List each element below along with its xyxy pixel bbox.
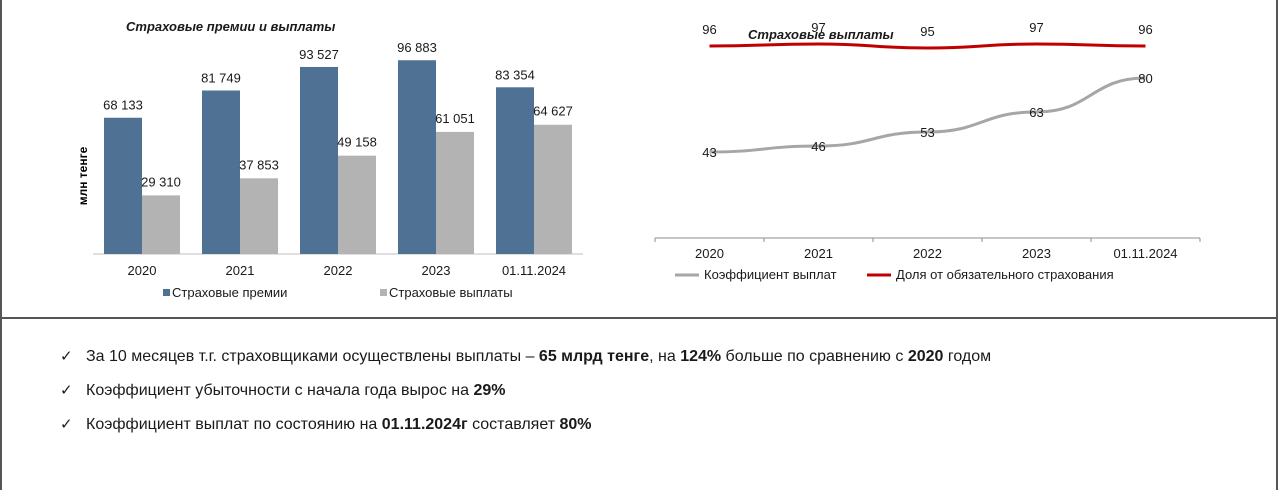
series-line-payout-ratio — [709, 76, 1146, 154]
y-axis-label: млн тенге — [76, 146, 90, 205]
x-tick-label: 2021 — [226, 263, 255, 278]
check-icon: ✓ — [60, 382, 73, 399]
legend-label: Страховые премии — [172, 285, 287, 300]
bar-chart-title: Страховые премии и выплаты — [126, 19, 336, 34]
data-label: 49 158 — [337, 135, 377, 150]
check-icon: ✓ — [60, 416, 73, 433]
line-chart-title: Страховые выплаты — [748, 27, 894, 42]
data-label: 96 883 — [397, 40, 437, 55]
x-tick-label: 2022 — [913, 246, 942, 261]
bar-premiums — [202, 90, 240, 254]
x-tick-label: 2020 — [128, 263, 157, 278]
data-label: 96 — [702, 22, 716, 37]
x-tick-label: 2023 — [422, 263, 451, 278]
notes-panel — [0, 319, 1278, 490]
note-item: ✓ За 10 месяцев т.г. страховщиками осущес… — [60, 346, 991, 380]
bar-chart: млн тенге 68 133 29 310 2020 81 749 37 853 20… — [76, 40, 583, 300]
legend-swatch — [380, 289, 387, 296]
data-label: 95 — [920, 24, 934, 39]
x-tick-label: 2020 — [695, 246, 724, 261]
bar-premiums — [300, 66, 338, 254]
x-tick-label: 2023 — [1022, 246, 1051, 261]
data-label: 97 — [811, 20, 825, 35]
data-label: 68 133 — [103, 98, 143, 113]
notes-list: ✓ За 10 месяцев т.г. страховщиками осущес… — [60, 346, 991, 448]
line-chart: 2020 2021 2022 2023 01.11.2024 43 46 53 63 80 96 97… — [654, 20, 1201, 282]
data-label: 63 — [1029, 105, 1043, 120]
note-item: ✓ Коэффициент убыточности с начала года в… — [60, 380, 991, 414]
x-tick-label: 01.11.2024 — [1113, 246, 1177, 261]
bar-payouts — [240, 178, 278, 254]
data-label: 97 — [1029, 20, 1043, 35]
data-label: 83 354 — [495, 67, 535, 82]
bar-premiums — [496, 87, 534, 255]
data-label: 37 853 — [239, 157, 279, 172]
bar-payouts — [436, 131, 474, 254]
check-icon: ✓ — [60, 348, 73, 365]
bar-premiums — [104, 117, 142, 254]
legend-label: Страховые выплаты — [389, 285, 513, 300]
series-line-mandatory-share — [709, 42, 1146, 50]
legend-swatch — [163, 289, 170, 296]
data-label: 53 — [920, 125, 934, 140]
bar-payouts — [534, 124, 572, 254]
data-label: 64 627 — [533, 104, 573, 119]
data-label: 29 310 — [141, 174, 181, 189]
data-label: 46 — [811, 139, 825, 154]
charts-panel — [0, 0, 1278, 319]
bar-payouts — [338, 155, 376, 254]
data-label: 81 749 — [201, 71, 241, 86]
data-label: 96 — [1138, 22, 1152, 37]
data-label: 61 051 — [435, 111, 475, 126]
data-label: 80 — [1138, 71, 1152, 86]
note-item: ✓ Коэффициент выплат по состоянию на 01.1… — [60, 414, 991, 448]
legend-label: Коэффициент выплат — [704, 267, 837, 282]
data-label: 93 527 — [299, 47, 339, 62]
legend-label: Доля от обязательного страхования — [896, 267, 1114, 282]
bar-payouts — [142, 195, 180, 254]
x-tick-label: 2021 — [804, 246, 833, 261]
data-label: 43 — [702, 145, 716, 160]
x-tick-label: 01.11.2024 — [502, 263, 566, 278]
bar-premiums — [398, 60, 436, 254]
x-tick-label: 2022 — [324, 263, 353, 278]
